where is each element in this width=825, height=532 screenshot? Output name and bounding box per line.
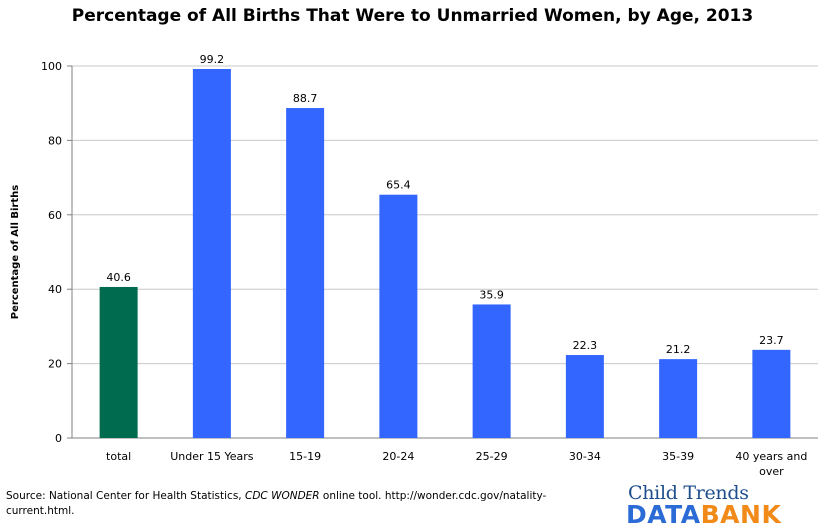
x-tick-label: 20-24 — [382, 450, 414, 463]
data-label: 22.3 — [573, 339, 598, 352]
bar-6 — [565, 355, 604, 438]
data-label: 99.2 — [200, 53, 225, 66]
bar-4 — [379, 194, 418, 438]
y-tick-label: 60 — [48, 209, 62, 222]
logo-bank: BANK — [700, 500, 782, 529]
x-tick-label: 15-19 — [289, 450, 321, 463]
bar-1 — [99, 286, 138, 438]
data-label: 40.6 — [106, 271, 131, 284]
y-tick-label: 100 — [41, 60, 62, 73]
bar-8 — [752, 349, 791, 438]
chart-title: Percentage of All Births That Were to Un… — [71, 6, 754, 26]
y-tick-label: 0 — [55, 432, 62, 445]
source-note: Source: National Center for Health Stati… — [6, 489, 566, 519]
bar-7 — [659, 359, 698, 438]
y-tick-label: 80 — [48, 134, 62, 147]
x-tick-label: total — [106, 450, 131, 463]
logo-data: DATA — [626, 500, 701, 529]
logo-line1: Child Trends — [628, 482, 749, 504]
bar-5 — [472, 304, 511, 438]
y-axis-label: Percentage of All Births — [10, 185, 21, 319]
data-label: 23.7 — [759, 334, 784, 347]
source-suffix: online tool. http://wonder.cdc.gov/natal… — [6, 490, 547, 517]
child-trends-databank-logo: Child Trends DATABANK — [626, 482, 818, 529]
logo-line2: DATABANK — [626, 500, 781, 529]
y-tick-label: 20 — [48, 358, 62, 371]
x-tick-label: Under 15 Years — [170, 450, 254, 463]
x-tick-label: 40 years and over — [735, 450, 807, 478]
source-prefix: Source: National Center for Health Stati… — [6, 490, 245, 502]
x-tick-label: 35-39 — [662, 450, 694, 463]
y-tick-label: 40 — [48, 283, 62, 296]
bar-chart: 0 20 40 60 80 100 Percentage of All Births 40.6… — [10, 53, 818, 478]
bar-2 — [192, 68, 231, 438]
data-label: 88.7 — [293, 92, 318, 105]
data-label: 65.4 — [386, 179, 411, 192]
data-label: 35.9 — [479, 288, 504, 301]
source-emphasis: CDC WONDER — [244, 490, 320, 502]
data-label: 21.2 — [666, 343, 691, 356]
x-tick-label: 30-34 — [569, 450, 601, 463]
x-tick-label: 25-29 — [476, 450, 508, 463]
bar-3 — [286, 108, 325, 438]
